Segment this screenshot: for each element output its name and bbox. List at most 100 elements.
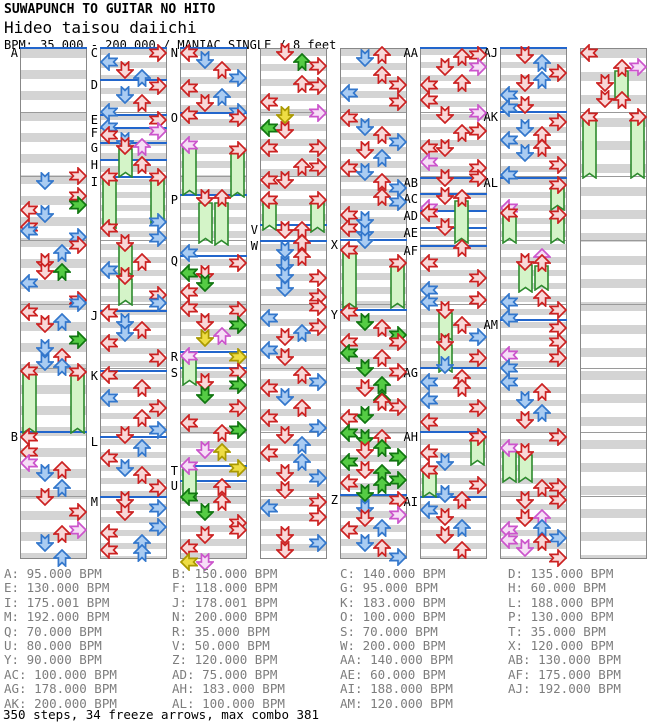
step-arrow-d — [356, 441, 375, 459]
step-arrow-d — [516, 96, 535, 114]
step-arrow-d — [116, 61, 135, 79]
step-arrow-l — [500, 439, 519, 457]
step-arrow-d — [116, 86, 135, 104]
bpm-marker-line — [500, 47, 567, 49]
bpm-marker-label: W — [250, 239, 258, 253]
step-arrow-d — [276, 121, 295, 139]
step-arrow-r — [548, 529, 567, 547]
bpm-legend-item: Z: 120.000 BPM — [172, 652, 278, 668]
step-arrow-l — [420, 153, 439, 171]
step-arrow-u — [452, 379, 471, 397]
bpm-legend-item: V: 50.000 BPM — [172, 637, 270, 653]
bpm-marker-line — [100, 370, 167, 372]
step-arrow-l — [100, 366, 119, 384]
step-arrow-r — [388, 76, 407, 94]
step-arrow-d — [276, 43, 295, 61]
step-arrow-l — [180, 79, 199, 97]
bpm-marker-line — [420, 210, 487, 212]
bpm-marker-label: G — [90, 141, 98, 155]
step-arrow-l — [20, 274, 39, 292]
bpm-marker-line — [420, 431, 487, 433]
step-arrow-d — [36, 315, 55, 333]
step-arrow-l — [180, 488, 199, 506]
step-arrow-r — [548, 176, 567, 194]
step-arrow-r — [548, 333, 567, 351]
step-arrow-l — [180, 457, 199, 475]
bpm-legend-item: A: 95.000 BPM — [4, 566, 102, 581]
step-arrow-l — [420, 444, 439, 462]
step-arrow-d — [436, 106, 455, 124]
step-arrow-d — [276, 348, 295, 366]
step-arrow-r — [548, 349, 567, 367]
step-arrow-d — [436, 356, 455, 374]
step-arrow-u — [132, 321, 151, 339]
step-arrow-d — [276, 541, 295, 559]
step-arrow-d — [196, 386, 215, 404]
step-arrow-r — [468, 104, 487, 122]
step-arrow-u — [52, 461, 71, 479]
step-arrow-d — [276, 279, 295, 297]
step-arrow-r — [308, 298, 327, 316]
bpm-legend-item: I: 175.001 BPM — [4, 594, 110, 610]
step-arrow-d — [196, 274, 215, 292]
step-arrow-l — [100, 53, 119, 71]
step-arrow-u — [372, 519, 391, 537]
step-arrow-r — [628, 108, 647, 126]
step-arrow-l — [340, 241, 359, 259]
step-arrow-l — [340, 344, 359, 362]
bpm-legend-item: B: 150.000 BPM — [172, 566, 278, 581]
bpm-legend-item: AB: 130.000 BPM — [508, 652, 621, 668]
step-arrow-r — [548, 64, 567, 82]
bpm-legend-item: X: 120.000 BPM — [508, 637, 614, 653]
step-arrow-r — [548, 549, 567, 567]
step-arrow-u — [452, 48, 471, 66]
step-arrow-u — [452, 239, 471, 257]
step-arrow-l — [340, 521, 359, 539]
bpm-marker-label: AA — [403, 46, 418, 60]
step-arrow-d — [196, 189, 215, 207]
bpm-marker-label: P — [170, 193, 178, 207]
bpm-marker-label: S — [170, 366, 178, 380]
step-arrow-d — [276, 221, 295, 239]
step-arrow-d — [356, 534, 375, 552]
bpm-legend-item: AK: 200.000 BPM — [4, 695, 117, 711]
bpm-marker-label: B — [10, 430, 18, 444]
step-arrow-r — [468, 476, 487, 494]
bpm-legend-item: AA: 140.000 BPM — [340, 652, 453, 668]
step-arrow-d — [356, 118, 375, 136]
bpm-marker-label: AB — [403, 176, 418, 190]
step-arrow-u — [372, 393, 391, 411]
step-arrow-l — [260, 119, 279, 137]
step-arrow-r — [388, 133, 407, 151]
step-arrow-l — [180, 106, 199, 124]
bpm-marker-label: AK — [483, 110, 498, 124]
step-arrow-r — [228, 254, 247, 272]
step-arrow-d — [516, 391, 535, 409]
step-arrow-u — [52, 313, 71, 331]
step-arrow-d — [276, 388, 295, 406]
step-arrow-u — [132, 156, 151, 174]
step-arrow-d — [196, 94, 215, 112]
step-arrow-u — [52, 549, 71, 567]
step-arrow-d — [516, 491, 535, 509]
bpm-marker-line — [180, 47, 247, 49]
step-arrow-u — [452, 541, 471, 559]
step-arrow-u — [292, 436, 311, 454]
song-title: Hideo taisou daiichi — [4, 18, 197, 37]
bpm-marker-label: I — [90, 175, 98, 189]
step-arrow-l — [420, 461, 439, 479]
step-arrow-l — [100, 449, 119, 467]
step-arrow-u — [292, 453, 311, 471]
bpm-legend-item: T: 35.000 BPM — [508, 623, 606, 639]
bpm-marker-label: U — [170, 479, 178, 493]
step-arrow-r — [388, 471, 407, 489]
bpm-marker-line — [500, 111, 567, 113]
step-arrow-r — [468, 269, 487, 287]
step-arrow-r — [468, 428, 487, 446]
step-arrow-r — [308, 104, 327, 122]
step-arrow-l — [180, 299, 199, 317]
chart-column — [180, 48, 247, 559]
step-arrow-l — [500, 309, 519, 327]
step-arrow-u — [452, 74, 471, 92]
step-arrow-u — [612, 59, 631, 77]
